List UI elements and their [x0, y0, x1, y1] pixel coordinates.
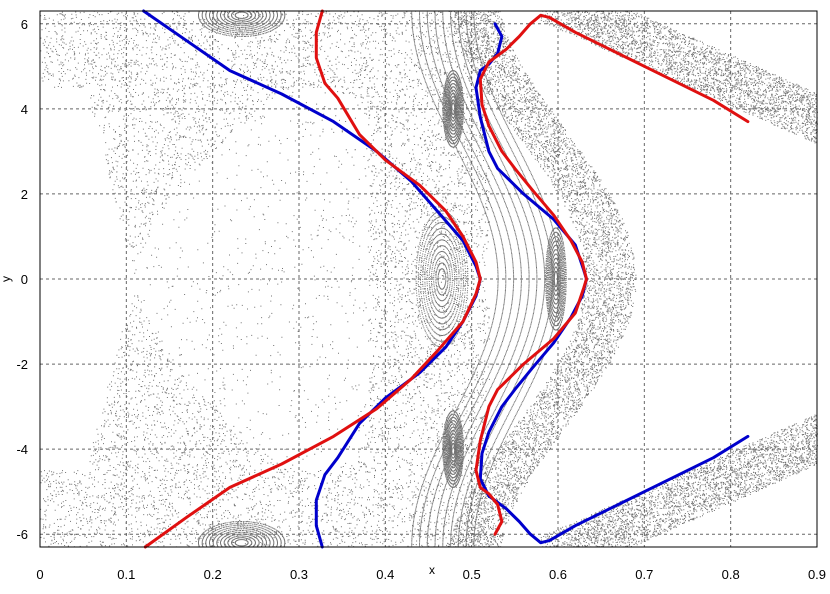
x-tick-label: 0.7 [635, 567, 653, 582]
x-tick-label: 0.8 [722, 567, 740, 582]
grid-layer [40, 11, 817, 547]
y-tick-label: 0 [21, 272, 28, 287]
scatter-points-layer [40, 10, 818, 548]
y-tick-labels: -6 -4 -2 0 2 4 6 [16, 17, 28, 542]
x-tick-labels: 0 0.1 0.2 0.3 0.4 0.5 0.6 0.7 0.8 0.9 [36, 567, 826, 582]
y-tick-label: -6 [16, 527, 28, 542]
series-layer [142, 9, 750, 549]
scatter-points [40, 10, 818, 548]
x-tick-label: 0.2 [204, 567, 222, 582]
y-tick-label: -2 [16, 357, 28, 372]
series-0-line [474, 22, 750, 545]
x-tick-label: 0.3 [290, 567, 308, 582]
series-1-line [474, 13, 750, 536]
x-tick-label: 0.9 [808, 567, 826, 582]
y-tick-label: 6 [21, 17, 28, 32]
x-tick-label: 0.6 [549, 567, 567, 582]
y-tick-label: 2 [21, 187, 28, 202]
x-tick-label: 0.5 [463, 567, 481, 582]
x-tick-label: 0 [36, 567, 43, 582]
y-axis-label: y [0, 276, 13, 282]
plot-frame [39, 10, 818, 548]
x-tick-label: 0.1 [117, 567, 135, 582]
y-tick-label: -4 [16, 442, 28, 457]
y-tick-label: 4 [21, 102, 28, 117]
series-1-line [143, 9, 482, 549]
x-axis-label: x [429, 563, 435, 577]
x-tick-label: 0.4 [376, 567, 394, 582]
